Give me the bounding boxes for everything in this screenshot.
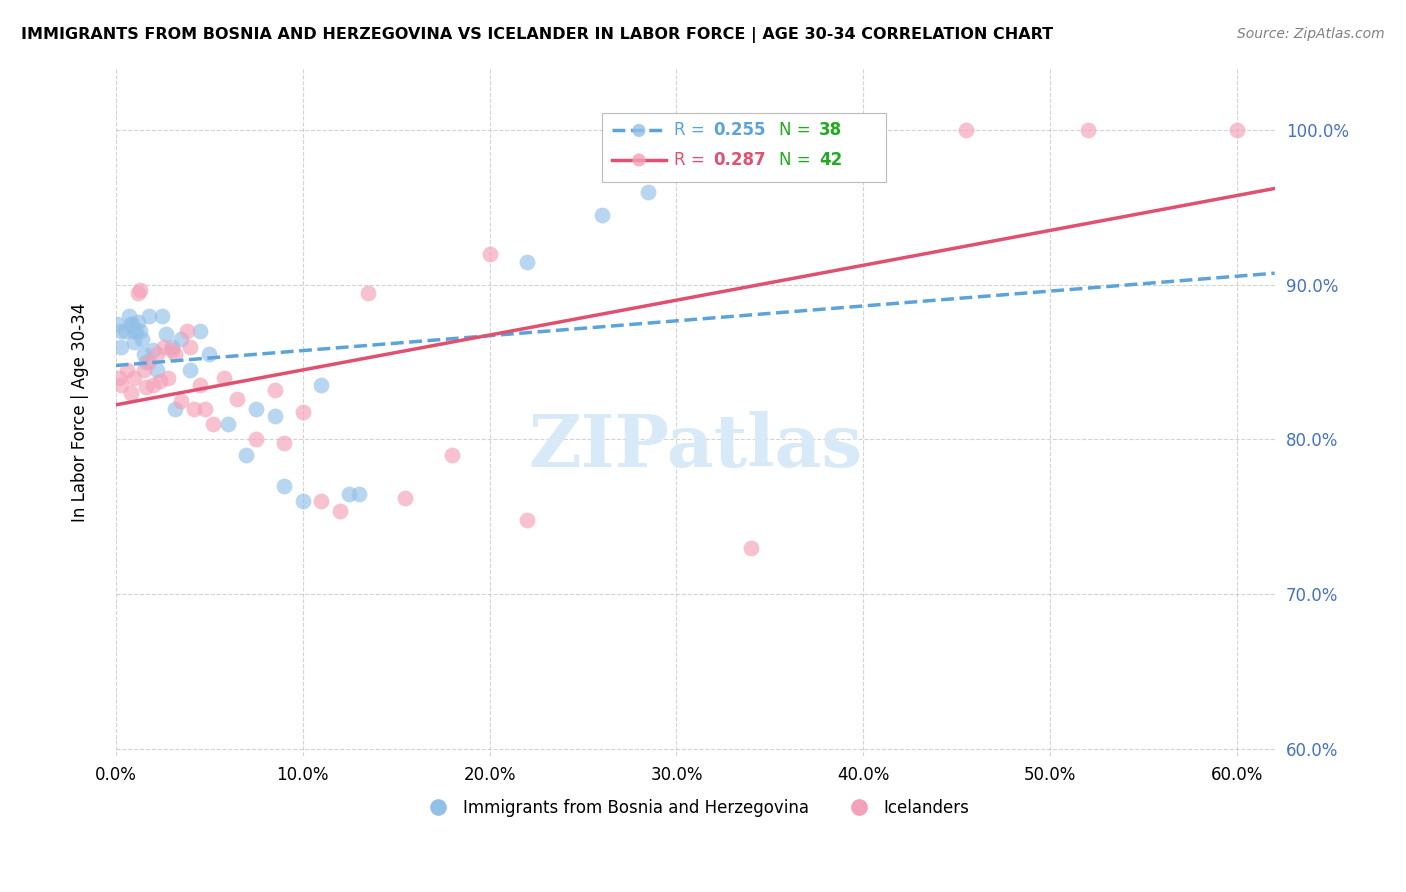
Point: [263, 409, 285, 424]
Y-axis label: In Labor Force | Age 30-34: In Labor Force | Age 30-34: [72, 302, 89, 522]
Point: [1077, 123, 1099, 137]
Bar: [602, 113, 886, 182]
Point: [273, 435, 295, 450]
Text: R =: R =: [675, 151, 710, 169]
Point: [153, 340, 176, 354]
Point: [124, 370, 146, 384]
Point: [311, 494, 333, 508]
Point: [188, 378, 211, 392]
Point: [949, 262, 972, 277]
Point: [110, 340, 132, 354]
Point: [160, 340, 183, 354]
Point: [179, 363, 201, 377]
Text: IMMIGRANTS FROM BOSNIA AND HERZEGOVINA VS ICELANDER IN LABOR FORCE | AGE 30-34 C: IMMIGRANTS FROM BOSNIA AND HERZEGOVINA V…: [21, 27, 1053, 43]
Point: [149, 374, 172, 388]
Point: [955, 123, 977, 137]
Text: N =: N =: [779, 151, 815, 169]
Point: [114, 324, 136, 338]
Point: [145, 363, 167, 377]
Point: [394, 491, 416, 505]
Point: [110, 378, 132, 392]
Point: [311, 378, 333, 392]
Point: [124, 324, 146, 338]
Point: [124, 334, 146, 349]
Point: [132, 363, 155, 377]
Point: [291, 404, 314, 418]
Point: [188, 324, 211, 338]
Point: [263, 383, 285, 397]
Point: [201, 417, 224, 431]
Point: [329, 503, 352, 517]
Point: [740, 541, 762, 555]
Point: [131, 332, 153, 346]
Text: 0.255: 0.255: [714, 121, 766, 139]
Point: [165, 401, 187, 416]
Point: [115, 363, 138, 377]
Point: [150, 309, 173, 323]
Text: 42: 42: [820, 151, 842, 169]
Point: [291, 494, 314, 508]
Point: [591, 208, 613, 222]
Point: [108, 370, 131, 384]
Point: [273, 479, 295, 493]
Point: [138, 309, 160, 323]
Point: [235, 448, 257, 462]
Point: [357, 285, 380, 300]
Point: [155, 327, 177, 342]
Point: [107, 317, 129, 331]
Text: Source: ZipAtlas.com: Source: ZipAtlas.com: [1237, 27, 1385, 41]
Point: [337, 486, 360, 500]
Point: [132, 347, 155, 361]
Point: [170, 393, 193, 408]
Text: 38: 38: [820, 121, 842, 139]
Point: [949, 329, 972, 343]
Point: [516, 254, 538, 268]
Point: [226, 392, 249, 407]
Point: [245, 433, 267, 447]
Point: [138, 355, 160, 369]
Point: [142, 378, 165, 392]
Point: [516, 513, 538, 527]
Text: 0.287: 0.287: [714, 151, 766, 169]
Point: [129, 324, 152, 338]
Text: ZIPatlas: ZIPatlas: [529, 411, 862, 483]
Point: [194, 401, 217, 416]
Point: [217, 417, 239, 431]
Point: [1226, 123, 1249, 137]
Point: [165, 347, 187, 361]
Point: [176, 324, 198, 338]
Point: [347, 486, 370, 500]
Point: [120, 386, 142, 401]
Point: [170, 332, 193, 346]
Point: [179, 340, 201, 354]
Point: [441, 448, 464, 462]
Point: [160, 343, 183, 357]
Point: [127, 285, 149, 300]
Point: [156, 370, 179, 384]
Point: [125, 324, 148, 338]
Point: [183, 401, 205, 416]
Text: R =: R =: [675, 121, 710, 139]
Point: [129, 283, 152, 297]
Point: [118, 309, 141, 323]
Point: [121, 317, 143, 331]
Point: [110, 324, 132, 338]
Point: [245, 401, 267, 416]
Point: [145, 347, 167, 361]
Point: [120, 317, 142, 331]
Point: [135, 380, 157, 394]
Point: [142, 343, 165, 357]
Point: [135, 355, 157, 369]
Point: [478, 247, 501, 261]
Point: [127, 315, 149, 329]
Point: [212, 370, 235, 384]
Text: N =: N =: [779, 121, 815, 139]
Point: [862, 138, 884, 153]
Point: [637, 185, 659, 199]
Point: [198, 347, 221, 361]
Legend: Immigrants from Bosnia and Herzegovina, Icelanders: Immigrants from Bosnia and Herzegovina, …: [415, 792, 976, 823]
